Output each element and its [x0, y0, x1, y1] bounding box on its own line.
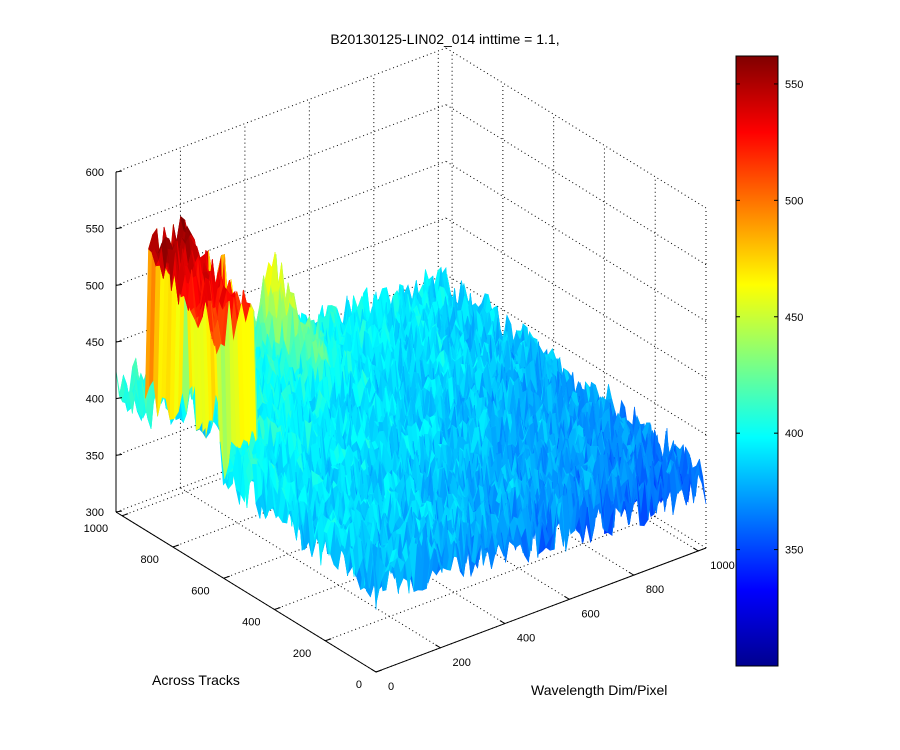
grid-line: [445, 47, 707, 209]
grid-line: [325, 516, 656, 642]
grid-line: [115, 47, 447, 173]
surface-plot: [115, 215, 707, 610]
chart-title: B20130125-LIN02_014 inttime = 1.1,: [330, 31, 559, 47]
grid-line: [445, 104, 707, 266]
grid-line: [180, 487, 441, 649]
grid-line: [445, 217, 707, 379]
grid-line: [115, 104, 447, 230]
grid-line: [445, 274, 707, 436]
grid-line: [115, 160, 447, 286]
grid-line: [445, 160, 707, 322]
